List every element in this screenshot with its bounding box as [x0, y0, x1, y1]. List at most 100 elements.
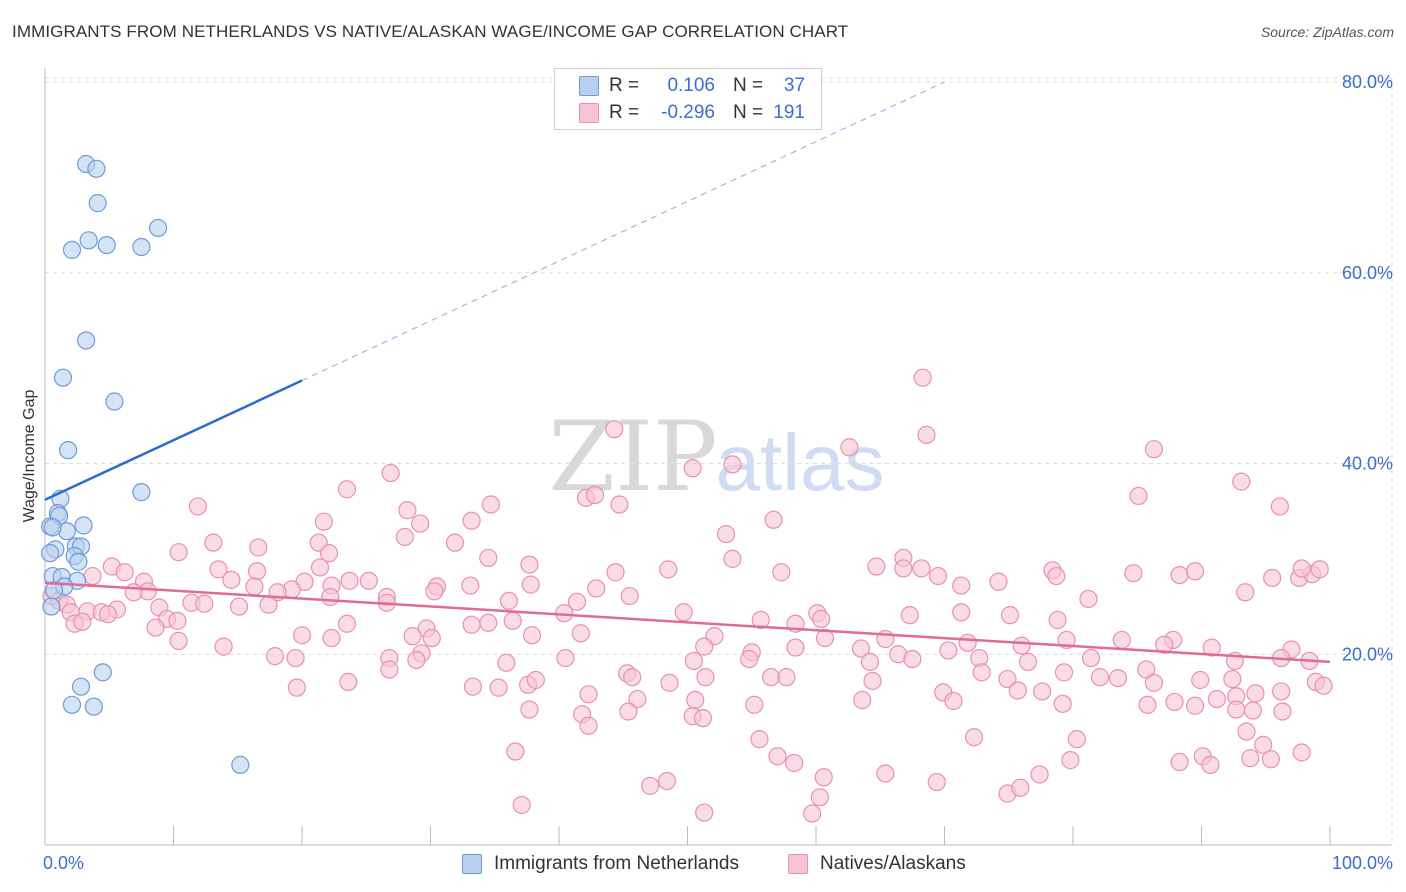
natives-point [723, 455, 742, 474]
y-tick-label: 40.0% [1342, 454, 1393, 474]
natives-point [381, 463, 400, 483]
natives-point [245, 577, 264, 596]
trend-lines [44, 81, 1331, 664]
natives-point [499, 591, 518, 610]
source-label: Source: ZipAtlas.com [1260, 24, 1394, 40]
y-axis-label: Wage/Income Gap [21, 390, 38, 523]
natives-point [1246, 684, 1265, 703]
natives-point [445, 533, 465, 552]
natives-point [810, 788, 829, 807]
natives-point [740, 649, 759, 669]
natives-point [403, 627, 422, 646]
legend-n-value: 191 [773, 102, 805, 123]
natives-point [1155, 635, 1174, 654]
y-tick-label: 60.0% [1342, 263, 1393, 283]
natives-point [1030, 765, 1049, 784]
natives-point [867, 557, 886, 576]
natives-point [124, 583, 143, 602]
natives-point [1054, 663, 1074, 682]
legend-label-netherlands: Immigrants from Netherlands [494, 853, 739, 874]
netherlands-point [42, 597, 61, 616]
natives-point [751, 610, 770, 630]
natives-point [750, 730, 769, 749]
legend-row-netherlands: R = 0.106 N = 37 [579, 73, 805, 99]
natives-point [1170, 565, 1189, 585]
netherlands-point [84, 697, 103, 716]
natives-point [952, 576, 971, 595]
natives-point [803, 804, 822, 823]
natives-point [1008, 681, 1027, 700]
legend-n-label: N = [733, 75, 764, 96]
natives-point [785, 753, 804, 773]
natives-point [1081, 648, 1101, 668]
natives-trend-line [44, 581, 1331, 664]
natives-point [497, 653, 516, 672]
natives-point [462, 615, 481, 634]
natives-point [1254, 735, 1273, 754]
natives-point [169, 543, 188, 562]
legend-n-label: N = [733, 102, 764, 123]
y-tick-label: 80.0% [1342, 72, 1393, 92]
netherlands-point [41, 544, 60, 563]
natives-point [686, 690, 705, 710]
netherlands-point [132, 237, 151, 257]
natives-point [660, 673, 679, 692]
axes: 20.0% 40.0% 60.0% 80.0% 0.0% 100.0% [43, 68, 1393, 873]
natives-point [696, 668, 715, 687]
natives-point [512, 795, 531, 815]
natives-point [772, 563, 791, 582]
natives-point [605, 420, 624, 439]
natives-point [322, 628, 341, 648]
natives-point [1061, 751, 1080, 770]
x-tick-label: 100.0% [1332, 853, 1393, 873]
natives-point [579, 716, 598, 735]
netherlands-point [132, 483, 151, 502]
natives-point [425, 582, 444, 601]
natives-point [395, 527, 414, 547]
natives-point [1270, 497, 1289, 516]
natives-point [339, 672, 358, 692]
natives-point [989, 572, 1008, 591]
natives-point [764, 510, 783, 529]
natives-point [777, 668, 796, 687]
netherlands-point [105, 392, 124, 411]
natives-point [1047, 566, 1066, 586]
natives-point [567, 592, 587, 611]
natives-point [610, 495, 629, 514]
natives-point [169, 631, 188, 650]
legend-n-value: 37 [783, 75, 805, 96]
natives-point [840, 438, 859, 457]
natives-point [695, 803, 714, 822]
natives-point [115, 563, 134, 582]
natives-point [952, 603, 971, 622]
natives-point [894, 559, 913, 578]
natives-point [579, 685, 598, 704]
natives-point [1207, 689, 1227, 709]
natives-point [461, 576, 480, 595]
natives-point [876, 764, 895, 783]
netherlands-point [148, 218, 168, 238]
natives-point [1243, 701, 1263, 720]
natives-point [321, 587, 340, 607]
natives-point [462, 511, 481, 530]
natives-point [249, 538, 268, 557]
natives-point [683, 459, 702, 478]
natives-point [903, 649, 922, 669]
natives-point [913, 368, 932, 387]
natives-point [606, 563, 625, 582]
natives-point [209, 560, 228, 579]
natives-point [768, 747, 787, 766]
natives-point [786, 638, 805, 657]
natives-point [585, 485, 605, 505]
natives-point [1144, 673, 1164, 692]
netherlands-point [69, 552, 88, 571]
netherlands-point [74, 516, 93, 535]
natives-point [964, 728, 984, 747]
natives-point [745, 695, 764, 714]
natives-point [716, 524, 736, 544]
natives-point [928, 566, 948, 586]
natives-point [1144, 440, 1164, 459]
natives-point [912, 559, 931, 578]
natives-point [587, 579, 606, 598]
natives-point [1310, 560, 1329, 579]
